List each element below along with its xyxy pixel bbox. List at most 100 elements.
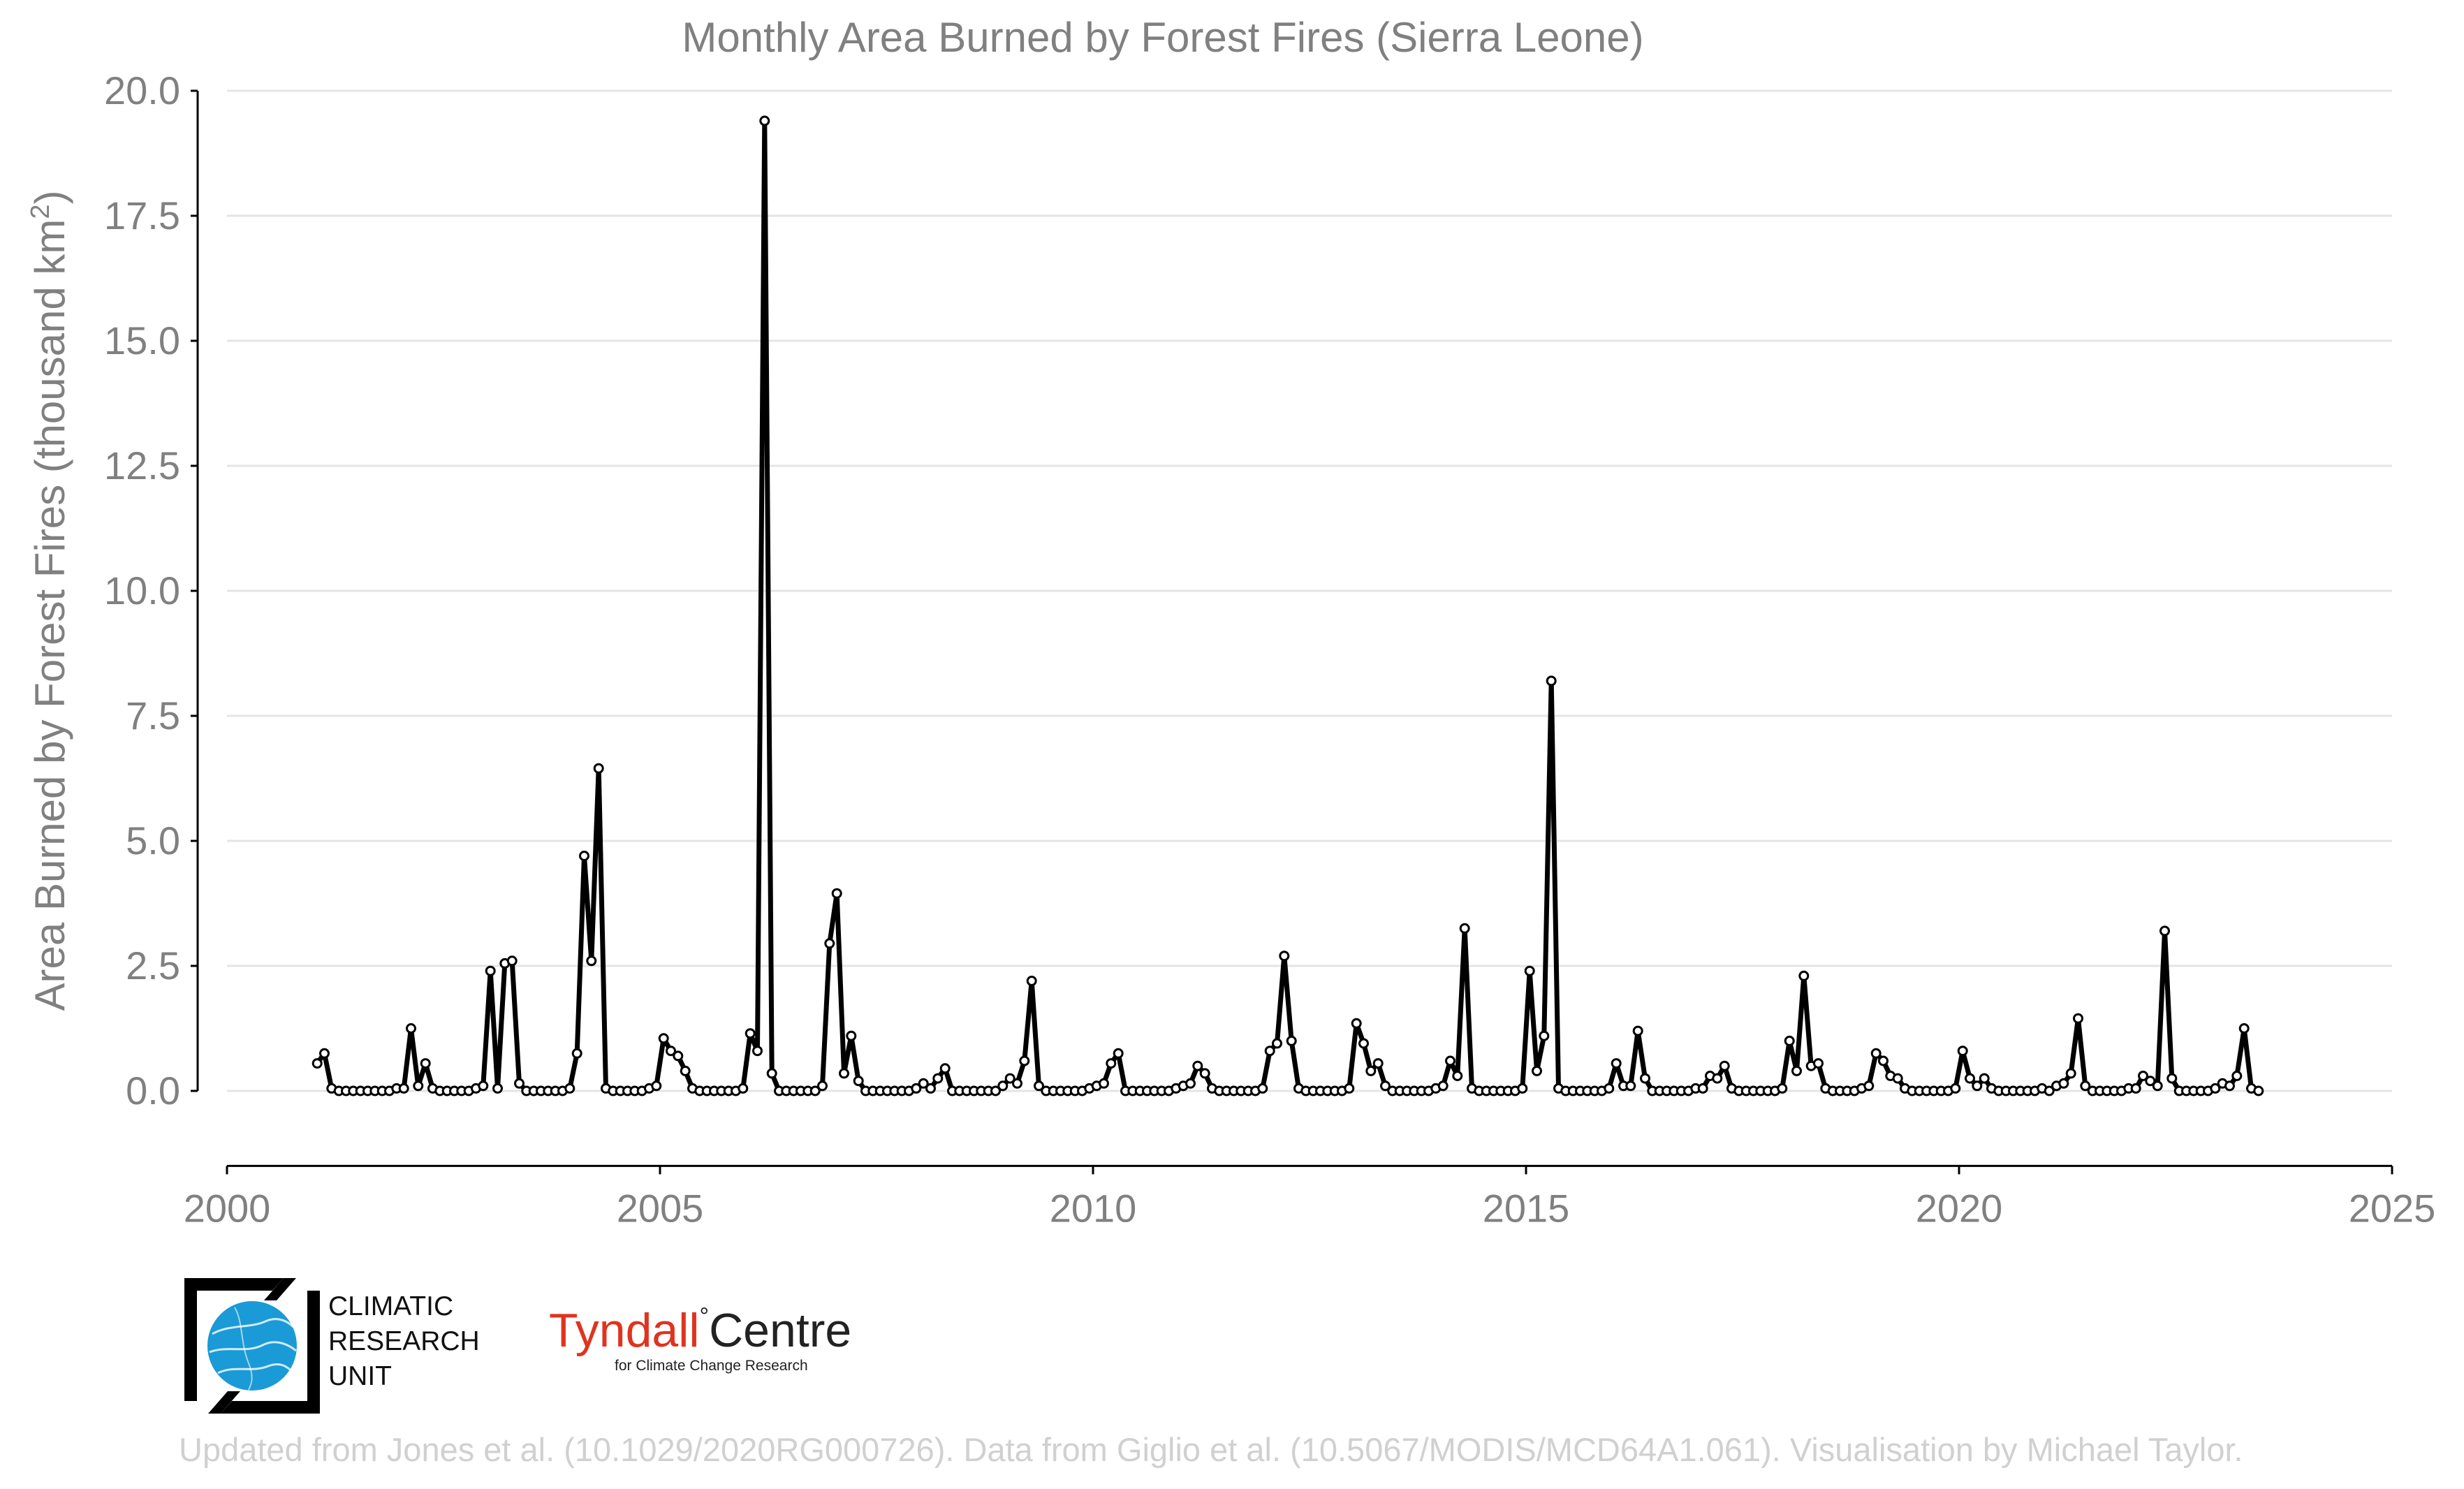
data-point [1813, 1058, 1824, 1069]
data-point [990, 1085, 1001, 1096]
data-point [2130, 1083, 2141, 1094]
data-point [506, 955, 518, 967]
data-point [2073, 1013, 2083, 1024]
data-point [319, 1048, 330, 1059]
data-point [745, 1028, 756, 1039]
data-point [579, 851, 589, 861]
x-tick-labels: 2000 2005 2010 2015 2020 2025 [184, 1186, 2436, 1230]
chart-title: Monthly Area Burned by Forest Fires (Sie… [682, 14, 1643, 61]
data-point [1452, 1071, 1463, 1081]
cru-globe-icon [184, 1278, 320, 1414]
tyndall-logo-centre: Centre [709, 1304, 852, 1357]
data-point [413, 1080, 424, 1092]
data-point [1640, 1073, 1650, 1084]
data-point [1019, 1055, 1030, 1066]
x-tick-label: 2010 [1050, 1186, 1137, 1230]
data-point [1791, 1065, 1802, 1076]
data-point [846, 1030, 857, 1041]
data-point [759, 115, 770, 126]
data-point [514, 1078, 525, 1089]
data-point [1892, 1073, 1903, 1084]
data-point [1026, 976, 1037, 986]
data-point [1697, 1083, 1708, 1094]
data-point [2210, 1083, 2221, 1094]
data-point [680, 1065, 691, 1076]
data-point [1445, 1055, 1455, 1066]
data-point [1286, 1035, 1297, 1046]
data-point [1546, 675, 1557, 687]
data-point [911, 1083, 922, 1094]
y-tick-labels: 0.0 2.5 5.0 7.5 10.0 12.5 15.0 17.5 20.0 [104, 68, 180, 1113]
data-point [1437, 1080, 1449, 1092]
data-point [1459, 923, 1470, 934]
gridlines [191, 89, 2392, 1092]
data-point [1539, 1030, 1550, 1041]
data-point [1632, 1025, 1643, 1036]
cru-line-1: CLIMATIC [328, 1291, 454, 1321]
data-point [492, 1083, 503, 1094]
y-axis-label-main: Area Burned by Forest Fires (thousand km [27, 219, 73, 1011]
series-line [315, 118, 2259, 1094]
y-axis-label-superscript: 2 [26, 205, 55, 219]
data-point [1351, 1018, 1362, 1029]
data-point [1106, 1058, 1117, 1069]
tyndall-logo-subtitle: for Climate Change Research [615, 1358, 808, 1374]
data-point [1113, 1048, 1124, 1059]
data-point [831, 888, 842, 899]
data-point [1192, 1060, 1203, 1071]
x-tick-label: 2005 [617, 1186, 704, 1230]
data-point [1712, 1073, 1723, 1084]
data-point [2044, 1085, 2055, 1096]
data-point [571, 1048, 582, 1059]
data-point [1719, 1060, 1730, 1071]
data-point [2152, 1080, 2163, 1092]
data-point [1870, 1048, 1882, 1059]
data-point [2224, 1080, 2235, 1092]
x-tick-label: 2025 [2349, 1186, 2436, 1230]
data-point [939, 1063, 951, 1074]
data-point [485, 965, 496, 976]
data-point [2166, 1073, 2178, 1084]
data-point [2231, 1071, 2243, 1081]
y-tick-label: 15.0 [104, 318, 180, 362]
tyndall-logo-red: Tyndall [549, 1304, 700, 1357]
data-point [593, 763, 604, 774]
data-point [658, 1033, 669, 1044]
credit-line: Updated from Jones et al. (10.1029/2020R… [179, 1431, 2243, 1468]
data-point [925, 1083, 936, 1094]
data-point [1257, 1083, 1268, 1094]
data-point [2159, 925, 2170, 937]
y-tick-label: 12.5 [104, 443, 180, 487]
data-point [1264, 1046, 1275, 1057]
data-point [2238, 1023, 2250, 1034]
data-point [1279, 951, 1290, 962]
data-point [1185, 1078, 1196, 1089]
data-point [1950, 1083, 1961, 1094]
data-point [2145, 1076, 2156, 1087]
y-tick-label: 10.0 [104, 569, 180, 613]
data-point [586, 955, 597, 967]
tyndall-logo: Tyndall°Centre [549, 1303, 851, 1358]
data-point [666, 1046, 676, 1057]
data-point [1272, 1038, 1282, 1049]
data-point [1604, 1083, 1615, 1094]
data-point [1784, 1035, 1795, 1046]
data-point [1344, 1083, 1355, 1094]
data-point [1972, 1080, 1983, 1092]
data-point [2080, 1080, 2091, 1092]
data-point [673, 1050, 684, 1062]
data-point [478, 1080, 489, 1092]
data-points [311, 115, 2264, 1096]
y-tick-label: 17.5 [104, 193, 180, 237]
data-point [1878, 1055, 1889, 1066]
y-tick-label: 7.5 [126, 694, 180, 738]
axes [196, 91, 2393, 1175]
data-point [1034, 1080, 1044, 1092]
data-point [1798, 970, 1810, 981]
data-point [1358, 1038, 1369, 1049]
data-point [752, 1046, 763, 1057]
data-point [651, 1080, 662, 1092]
data-point [2058, 1078, 2069, 1089]
tyndall-logo-degree: ° [699, 1303, 710, 1330]
